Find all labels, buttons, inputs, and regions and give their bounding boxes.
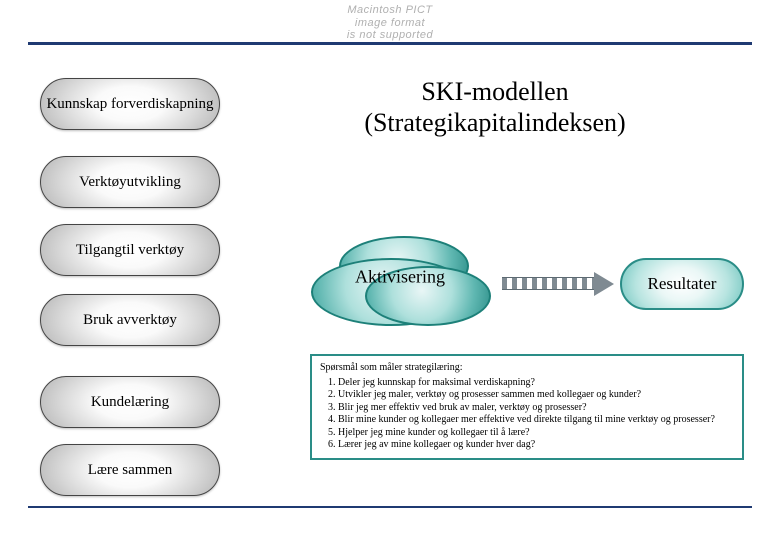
bottom-rule xyxy=(28,506,752,508)
pill-label-line: Lære sammen xyxy=(88,462,173,479)
unsupported-hint: Macintosh PICT image format is not suppo… xyxy=(347,4,433,42)
pill-2: Tilgangtil verktøy xyxy=(40,224,220,276)
pill-1: Verktøyutvikling xyxy=(40,156,220,208)
pill-label-line: verdiskapning xyxy=(129,96,214,113)
questions-list: Deler jeg kunnskap for maksimal verdiska… xyxy=(338,377,734,452)
questions-title: Spørsmål som måler strategilæring: xyxy=(320,362,734,375)
pill-5: Lære sammen xyxy=(40,444,220,496)
question-item: Blir jeg mer effektiv ved bruk av maler,… xyxy=(338,402,734,415)
page-title: SKI-modellen (Strategikapitalindeksen) xyxy=(290,76,700,138)
pill-label-line: Bruk av xyxy=(83,312,131,329)
unsupported-line: Macintosh PICT xyxy=(347,4,433,17)
title-line-1: SKI-modellen xyxy=(290,76,700,107)
unsupported-line: image format xyxy=(347,17,433,30)
title-line-2: (Strategikapitalindeksen) xyxy=(290,107,700,138)
questions-box: Spørsmål som måler strategilæring: Deler… xyxy=(310,354,744,460)
pill-label-line: Tilgang xyxy=(76,242,122,259)
pill-label-line: Kundelæring xyxy=(91,394,169,411)
unsupported-line: is not supported xyxy=(347,29,433,42)
pill-0: Kunnskap forverdiskapning xyxy=(40,78,220,130)
pill-label-line: Verktøyutvikling xyxy=(79,174,181,191)
arrow-head-icon xyxy=(594,272,614,296)
question-item: Blir mine kunder og kollegaer mer effekt… xyxy=(338,414,734,427)
pill-label-line: til verktøy xyxy=(122,242,184,259)
pill-4: Kundelæring xyxy=(40,376,220,428)
results-node: Resultater xyxy=(620,258,744,310)
question-item: Deler jeg kunnskap for maksimal verdiska… xyxy=(338,377,734,390)
arrow-to-results xyxy=(502,277,594,290)
pill-label-line: Kunnskap for xyxy=(46,96,128,113)
question-item: Lærer jeg av mine kollegaer og kunder hv… xyxy=(338,439,734,452)
activation-cloud: Aktivisering xyxy=(305,232,495,330)
question-item: Hjelper jeg mine kunder og kollegaer til… xyxy=(338,427,734,440)
pill-label-line: verktøy xyxy=(131,312,177,329)
question-item: Utvikler jeg maler, verktøy og prosesser… xyxy=(338,389,734,402)
diagram-root: Macintosh PICT image format is not suppo… xyxy=(0,0,780,540)
pill-3: Bruk avverktøy xyxy=(40,294,220,346)
results-label: Resultater xyxy=(648,274,717,294)
top-rule xyxy=(28,42,752,45)
activation-label: Aktivisering xyxy=(355,267,445,288)
